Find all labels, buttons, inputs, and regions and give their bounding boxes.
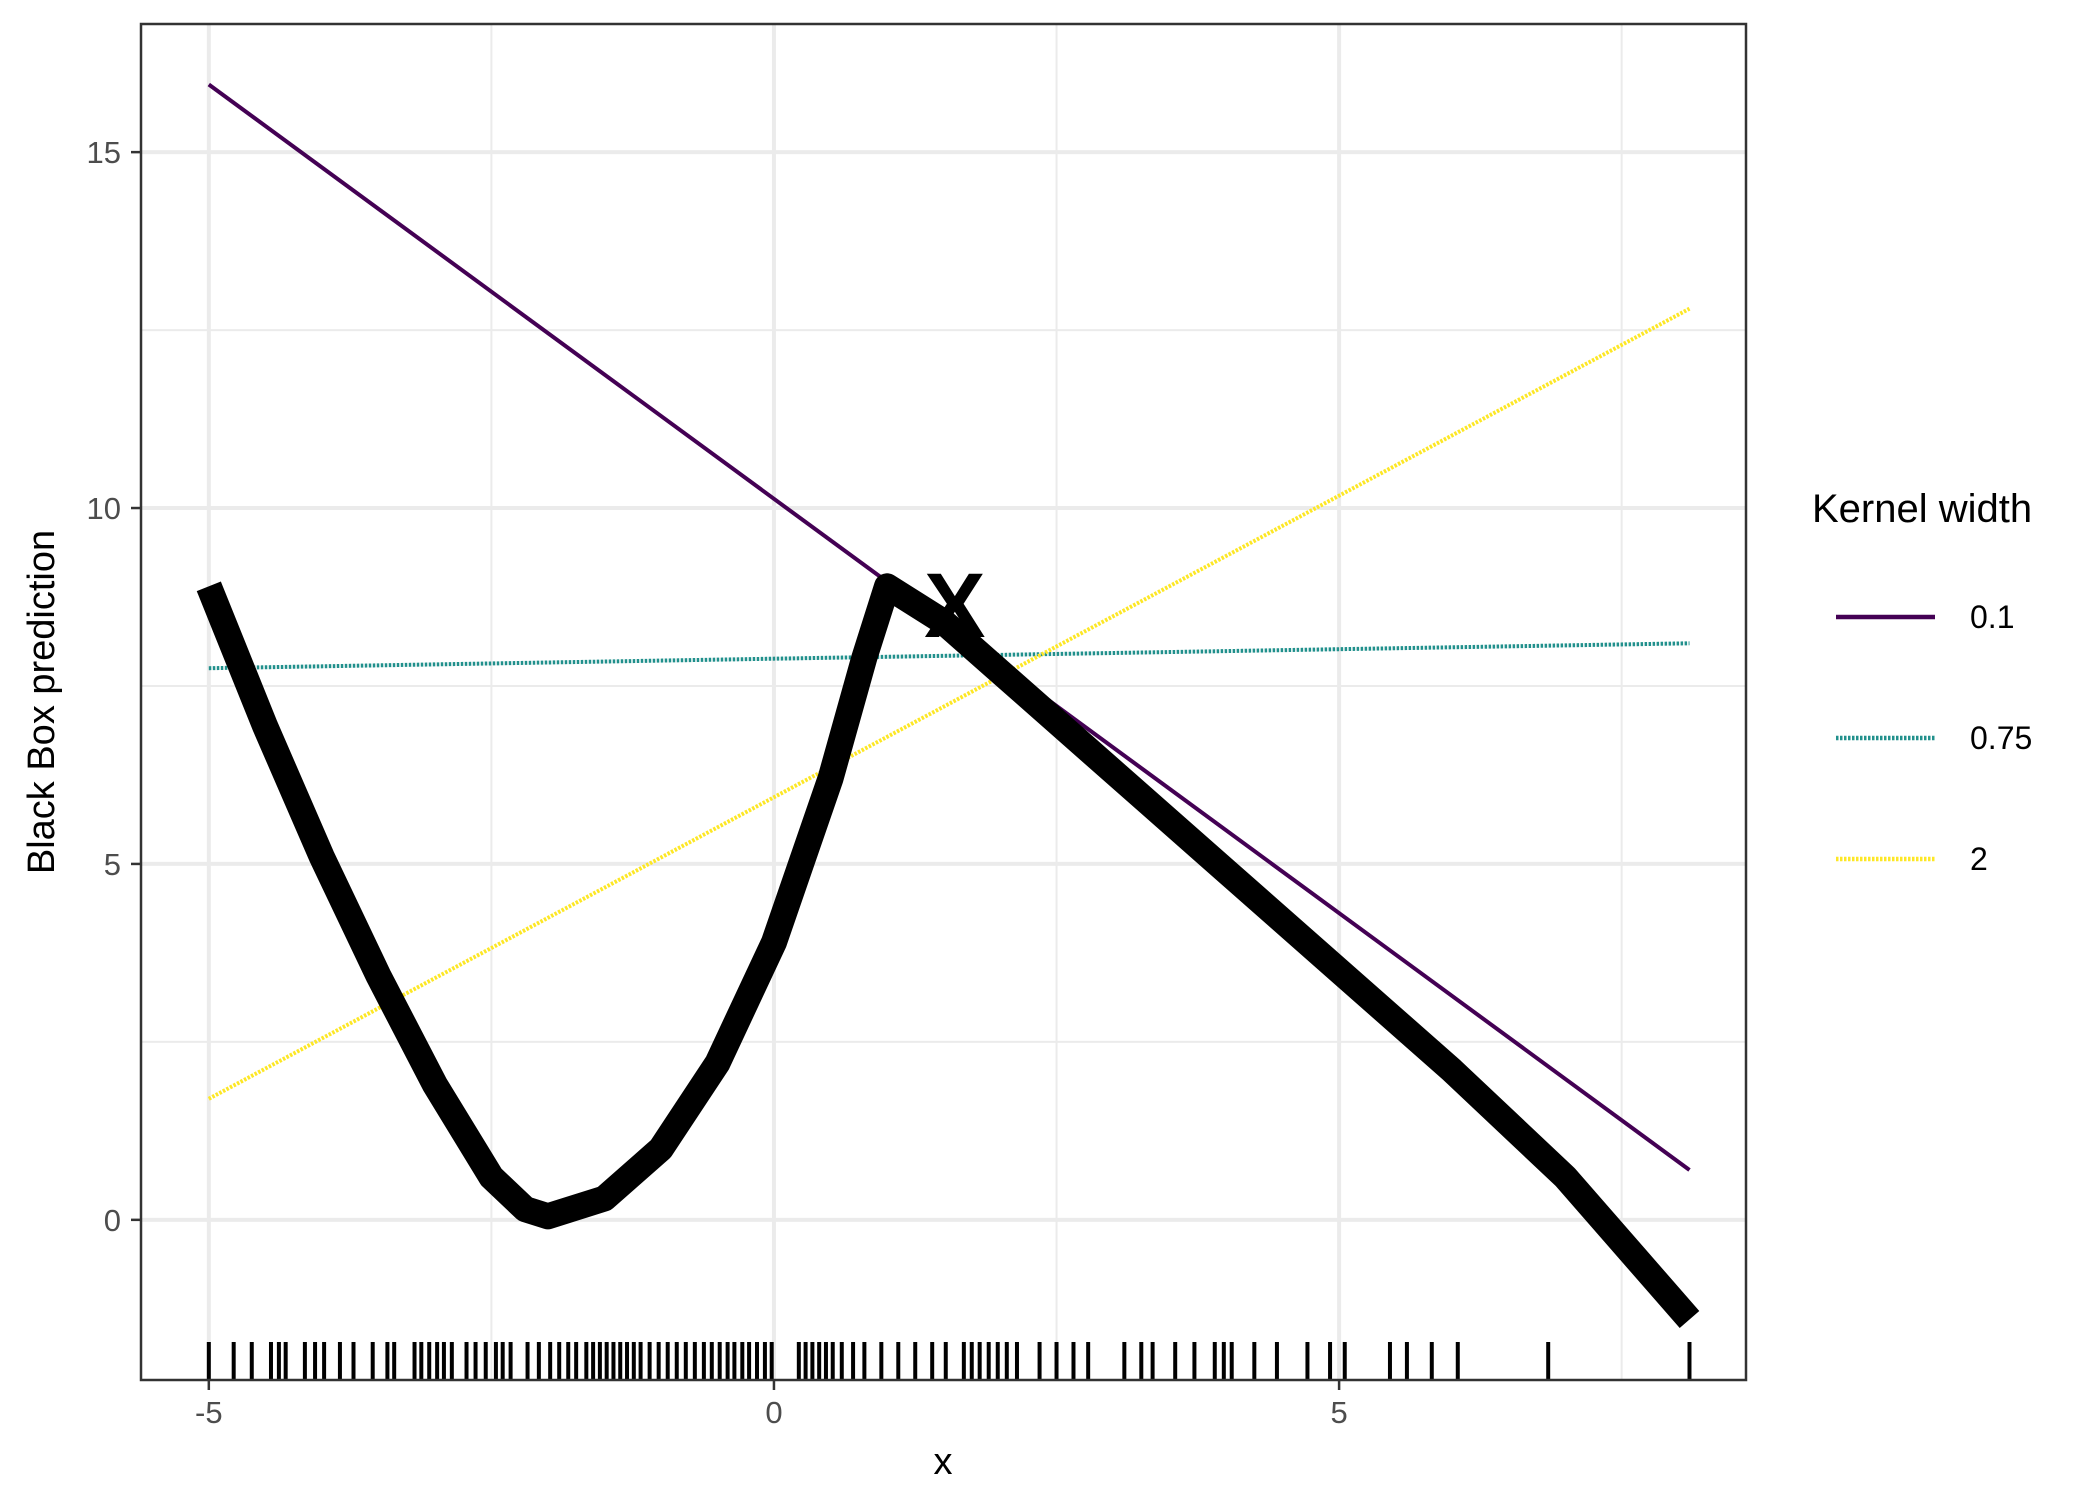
legend-title: Kernel width: [1812, 487, 2032, 531]
legend-label-0-1: 0.1: [1970, 599, 2014, 635]
y-tick-label: 0: [104, 1203, 121, 1238]
x-tick-label: -5: [195, 1395, 223, 1430]
y-axis-title: Black Box prediction: [21, 530, 63, 874]
legend-label-2: 2: [1970, 841, 1988, 877]
x-axis: -5 0 5: [195, 1380, 1348, 1430]
y-tick-label: 5: [104, 847, 121, 882]
point-of-interest-marker: X: [924, 555, 985, 657]
plot-background: [141, 24, 1746, 1380]
x-axis-title: x: [934, 1441, 953, 1483]
x-tick-label: 5: [1330, 1395, 1347, 1430]
rug-layer: [206, 1342, 1692, 1380]
plot-panel-border: [139, 22, 1748, 1382]
black-box-curve-layer: [196, 573, 1700, 1329]
black-box-curve: [196, 573, 1700, 1329]
legend-label-0-75: 0.75: [1970, 720, 2032, 756]
grid-major: [141, 24, 1746, 1380]
legend-entries: 0.1 0.75 2: [1836, 599, 2032, 877]
annotation-layer: X: [924, 555, 985, 657]
legend: Kernel width 0.1 0.75 2: [1812, 487, 2032, 877]
x-tick-label: 0: [765, 1395, 782, 1430]
y-axis: 0 5 10 15: [87, 135, 141, 1238]
y-tick-label: 15: [87, 135, 121, 170]
y-tick-label: 10: [87, 491, 121, 526]
series-line-0-75: [208, 641, 1690, 671]
